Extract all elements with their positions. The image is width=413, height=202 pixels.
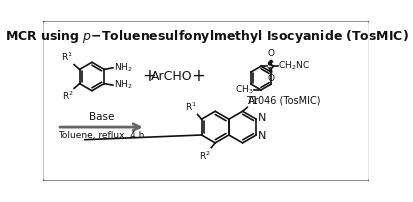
Text: Toluene, reflux, 4 h: Toluene, reflux, 4 h [58, 131, 145, 140]
Text: N: N [258, 113, 266, 123]
Text: NH$_2$: NH$_2$ [114, 79, 132, 92]
Text: N: N [258, 131, 266, 141]
Text: Base: Base [89, 112, 114, 122]
Text: +: + [191, 67, 205, 85]
FancyBboxPatch shape [42, 20, 370, 182]
Text: S: S [266, 61, 273, 71]
Text: O: O [267, 74, 274, 83]
Text: NH$_2$: NH$_2$ [114, 62, 132, 74]
Text: +: + [142, 67, 157, 85]
Text: R$^2$: R$^2$ [199, 149, 211, 162]
Text: Ar: Ar [248, 96, 260, 106]
Text: R$^2$: R$^2$ [62, 90, 73, 102]
Text: $\mathbf{MCR\ using\ }$$\mathit{p}$$\mathbf{{-Toluenesulfonylmethyl\ Isocyanide\: $\mathbf{MCR\ using\ }$$\mathit{p}$$\mat… [5, 28, 408, 45]
Text: CH$_3$: CH$_3$ [235, 84, 253, 96]
Text: O: O [267, 49, 274, 58]
Text: T1046 (TosMIC): T1046 (TosMIC) [246, 96, 320, 105]
Text: R$^1$: R$^1$ [62, 51, 73, 63]
Text: R$^1$: R$^1$ [185, 100, 197, 113]
Text: ArCHO: ArCHO [151, 70, 192, 83]
Text: CH$_2$NC: CH$_2$NC [278, 60, 311, 73]
